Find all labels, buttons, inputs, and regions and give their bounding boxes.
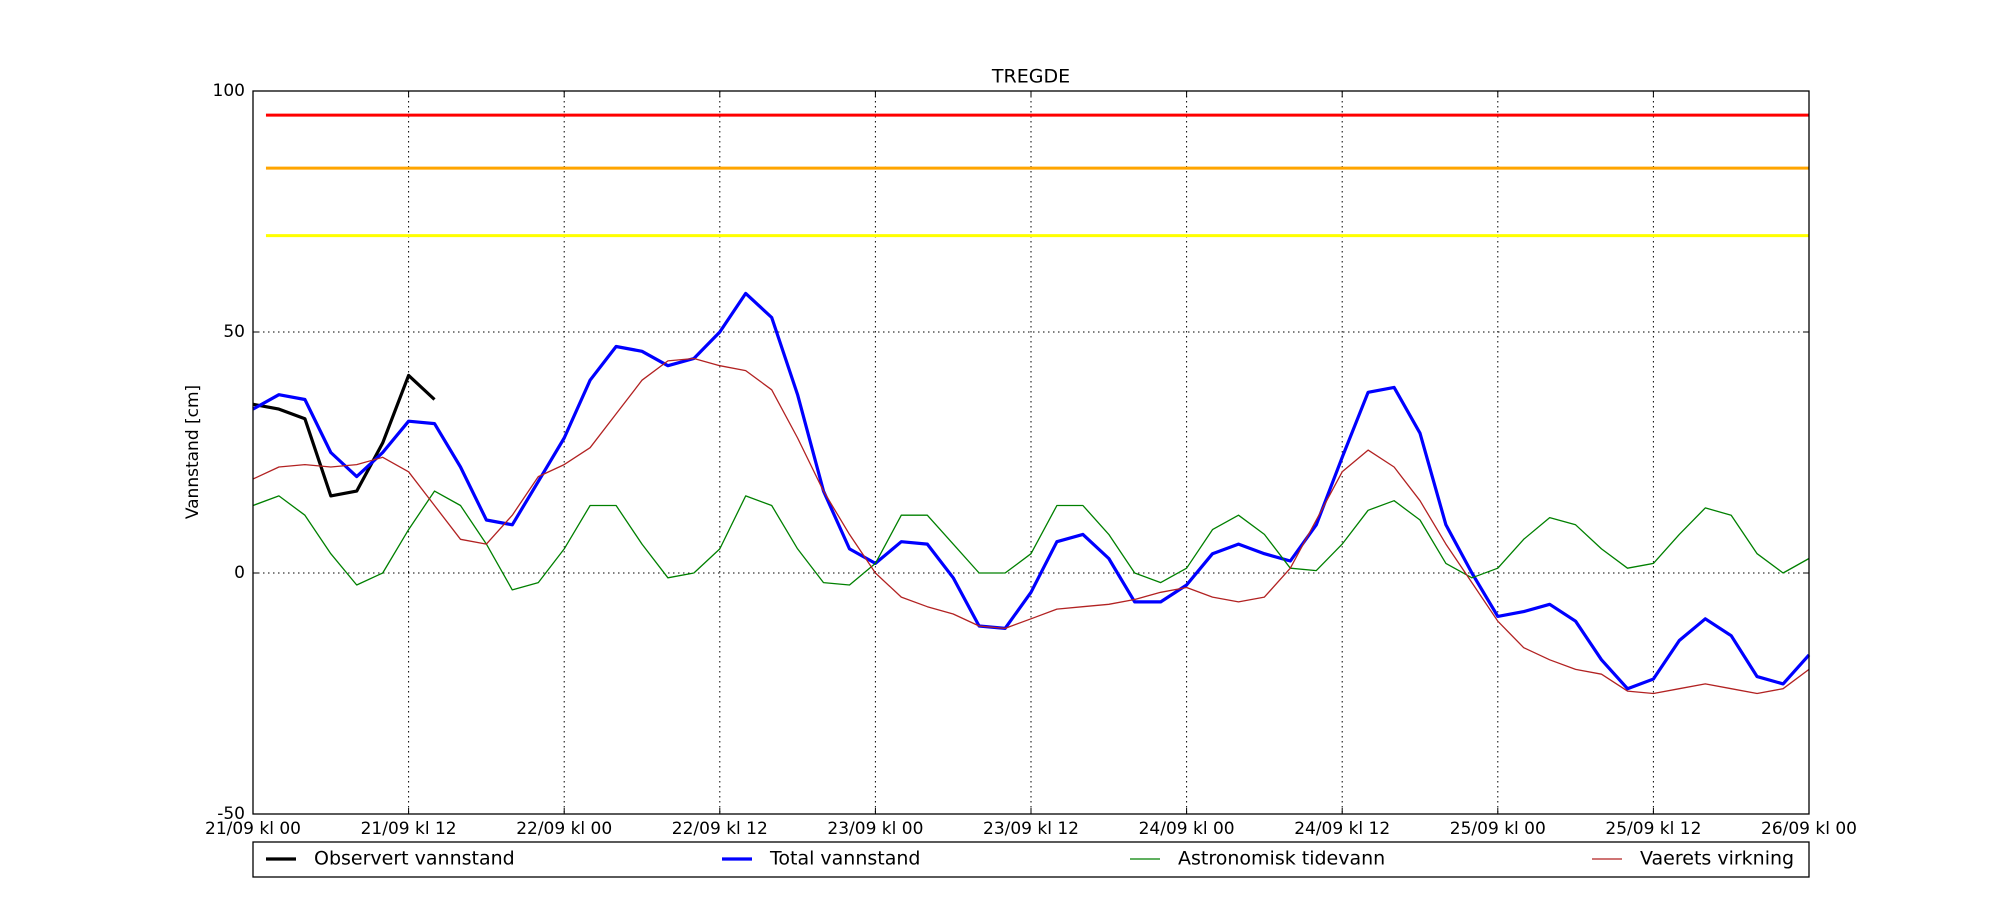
x-tick-label: 24/09 kl 00 xyxy=(1139,819,1235,839)
x-tick-label: 23/09 kl 12 xyxy=(983,819,1079,839)
series-line xyxy=(252,490,1810,591)
y-tick-label: 100 xyxy=(213,81,245,101)
series-line xyxy=(252,291,1811,691)
y-tick-label: 0 xyxy=(234,563,245,583)
x-tick-label: 25/09 kl 12 xyxy=(1605,819,1701,839)
series-line xyxy=(252,357,1810,695)
legend-label: Astronomisk tidevann xyxy=(1178,848,1385,870)
chart-title: TREGDE xyxy=(991,66,1070,88)
x-tick-label: 25/09 kl 00 xyxy=(1450,819,1546,839)
legend-label: Observert vannstand xyxy=(314,848,515,870)
legend-box xyxy=(252,841,1810,878)
plot-frame xyxy=(252,90,1810,815)
x-tick-label: 22/09 kl 12 xyxy=(672,819,768,839)
x-tick-label: 23/09 kl 00 xyxy=(827,819,923,839)
x-tick-label: 21/09 kl 12 xyxy=(361,819,457,839)
legend-label: Total vannstand xyxy=(769,848,920,870)
y-tick-label: -50 xyxy=(217,804,245,824)
series-line xyxy=(252,373,436,498)
legend-label: Vaerets virkning xyxy=(1640,848,1794,870)
x-tick-label: 26/09 kl 00 xyxy=(1761,819,1857,839)
x-tick-label: 24/09 kl 12 xyxy=(1294,819,1390,839)
y-tick-label: 50 xyxy=(223,322,245,342)
y-axis-label: Vannstand [cm] xyxy=(183,385,203,519)
x-tick-label: 21/09 kl 00 xyxy=(205,819,301,839)
x-tick-label: 22/09 kl 00 xyxy=(516,819,612,839)
